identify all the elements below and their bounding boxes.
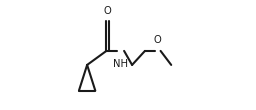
Text: O: O [104,6,112,16]
Text: O: O [154,35,162,45]
Text: NH: NH [113,59,128,69]
